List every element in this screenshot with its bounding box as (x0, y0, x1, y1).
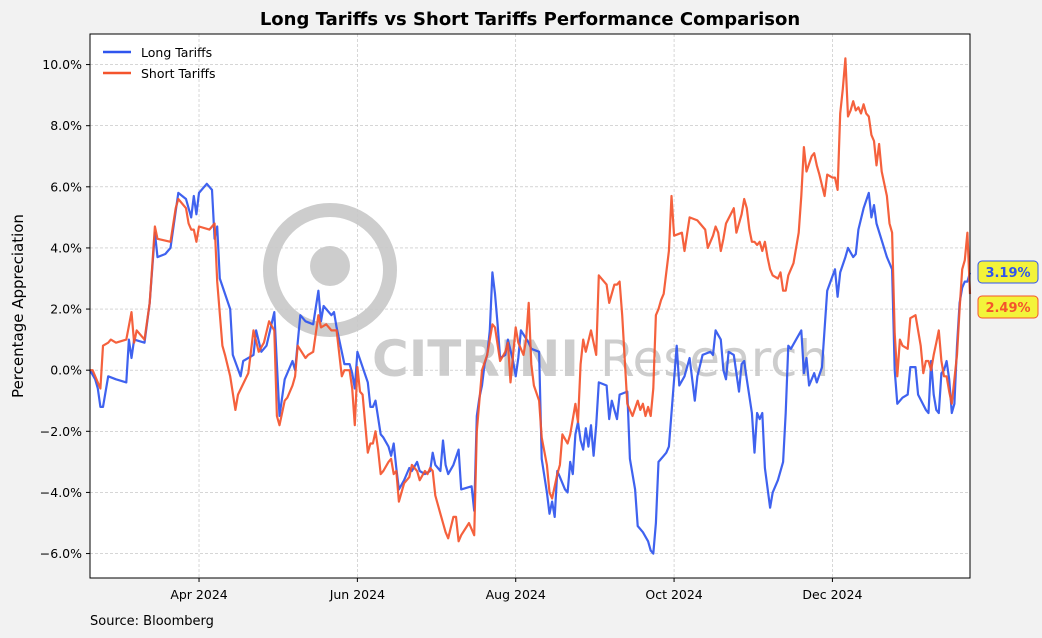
series-line-short-tariffs (90, 57, 972, 543)
end-value-labels: 3.19% 2.49% (977, 260, 1039, 319)
y-tick-label: −4.0% (40, 485, 82, 500)
x-axis: Apr 2024 Jun 2024 Aug 2024 Oct 2024 Dec 2024 (170, 578, 862, 602)
watermark-logo-head (310, 246, 350, 286)
watermark-brand: CITRINI (372, 330, 579, 388)
source-note: Source: Bloomberg (90, 614, 214, 629)
x-tick-label: Apr 2024 (170, 587, 227, 602)
legend: Long Tariffs Short Tariffs (103, 45, 215, 81)
y-tick-label: 10.0% (42, 57, 82, 72)
chart-title: Long Tariffs vs Short Tariffs Performanc… (260, 9, 800, 30)
end-label-short-box (977, 295, 1039, 319)
end-label-long: 3.19% (985, 266, 1030, 281)
series-lines (89, 57, 972, 555)
legend-label-short: Short Tariffs (141, 66, 215, 81)
plot-frame (89, 33, 971, 579)
y-tick-label: 0.0% (50, 363, 82, 378)
x-tick-label: Oct 2024 (645, 587, 702, 602)
x-tick-label: Aug 2024 (486, 587, 546, 602)
y-tick-label: 8.0% (50, 118, 82, 133)
end-label-long-box (977, 260, 1039, 284)
end-label-short: 2.49% (985, 301, 1030, 316)
y-axis: −6.0% −4.0% −2.0% 0.0% 2.0% 4.0% 6.0% 8.0% 10.0% (40, 57, 90, 561)
plot-area (90, 34, 970, 578)
series-line-long-tariffs (89, 182, 972, 555)
y-tick-label: 4.0% (50, 240, 82, 255)
x-tick-label: Jun 2024 (329, 587, 385, 602)
y-tick-label: 6.0% (50, 179, 82, 194)
y-tick-label: 2.0% (50, 302, 82, 317)
y-tick-label: −6.0% (40, 546, 82, 561)
y-axis-label: Percentage Appreciation (9, 214, 27, 398)
x-tick-label: Dec 2024 (802, 587, 862, 602)
y-tick-label: −2.0% (40, 424, 82, 439)
legend-label-long: Long Tariffs (141, 45, 212, 60)
